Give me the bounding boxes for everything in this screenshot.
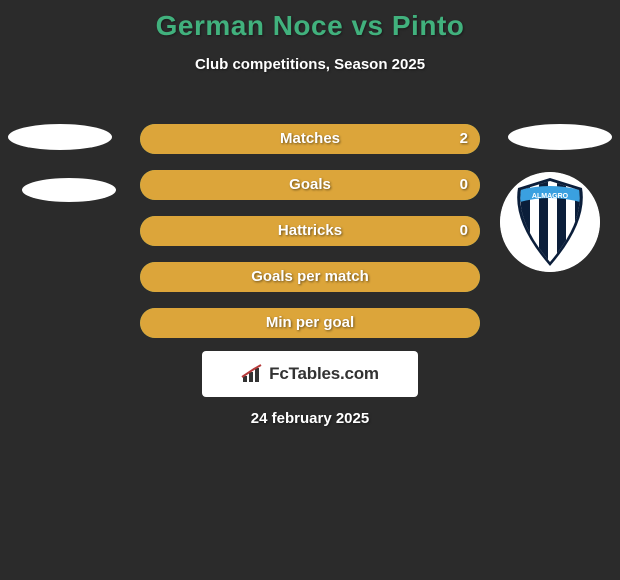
branding-box: FcTables.com	[202, 351, 418, 397]
stat-row: Hattricks0	[140, 216, 480, 246]
stat-row: Min per goal	[140, 308, 480, 338]
stat-label: Matches	[140, 124, 480, 154]
club-badge: ALMAGRO	[500, 172, 600, 272]
stat-row: Goals per match	[140, 262, 480, 292]
stat-value-right: 0	[460, 216, 468, 246]
comparison-infographic: German Noce vs Pinto Club competitions, …	[0, 0, 620, 580]
stat-row: Matches2	[140, 124, 480, 154]
stats-bars: Matches2Goals0Hattricks0Goals per matchM…	[140, 124, 480, 354]
player-avatar-placeholder-right-1	[508, 124, 612, 150]
player-avatar-placeholder-left-2	[22, 178, 116, 202]
stat-value-right: 2	[460, 124, 468, 154]
player-avatar-placeholder-left-1	[8, 124, 112, 150]
badge-text: ALMAGRO	[532, 193, 569, 200]
page-title: German Noce vs Pinto	[0, 0, 620, 42]
stat-value-right: 0	[460, 170, 468, 200]
stat-label: Min per goal	[140, 308, 480, 338]
page-subtitle: Club competitions, Season 2025	[0, 56, 620, 73]
snapshot-date: 24 february 2025	[0, 410, 620, 427]
stat-label: Hattricks	[140, 216, 480, 246]
stat-row: Goals0	[140, 170, 480, 200]
stat-label: Goals per match	[140, 262, 480, 292]
stat-label: Goals	[140, 170, 480, 200]
bar-chart-icon	[241, 364, 265, 384]
branding-text: FcTables.com	[269, 364, 379, 384]
